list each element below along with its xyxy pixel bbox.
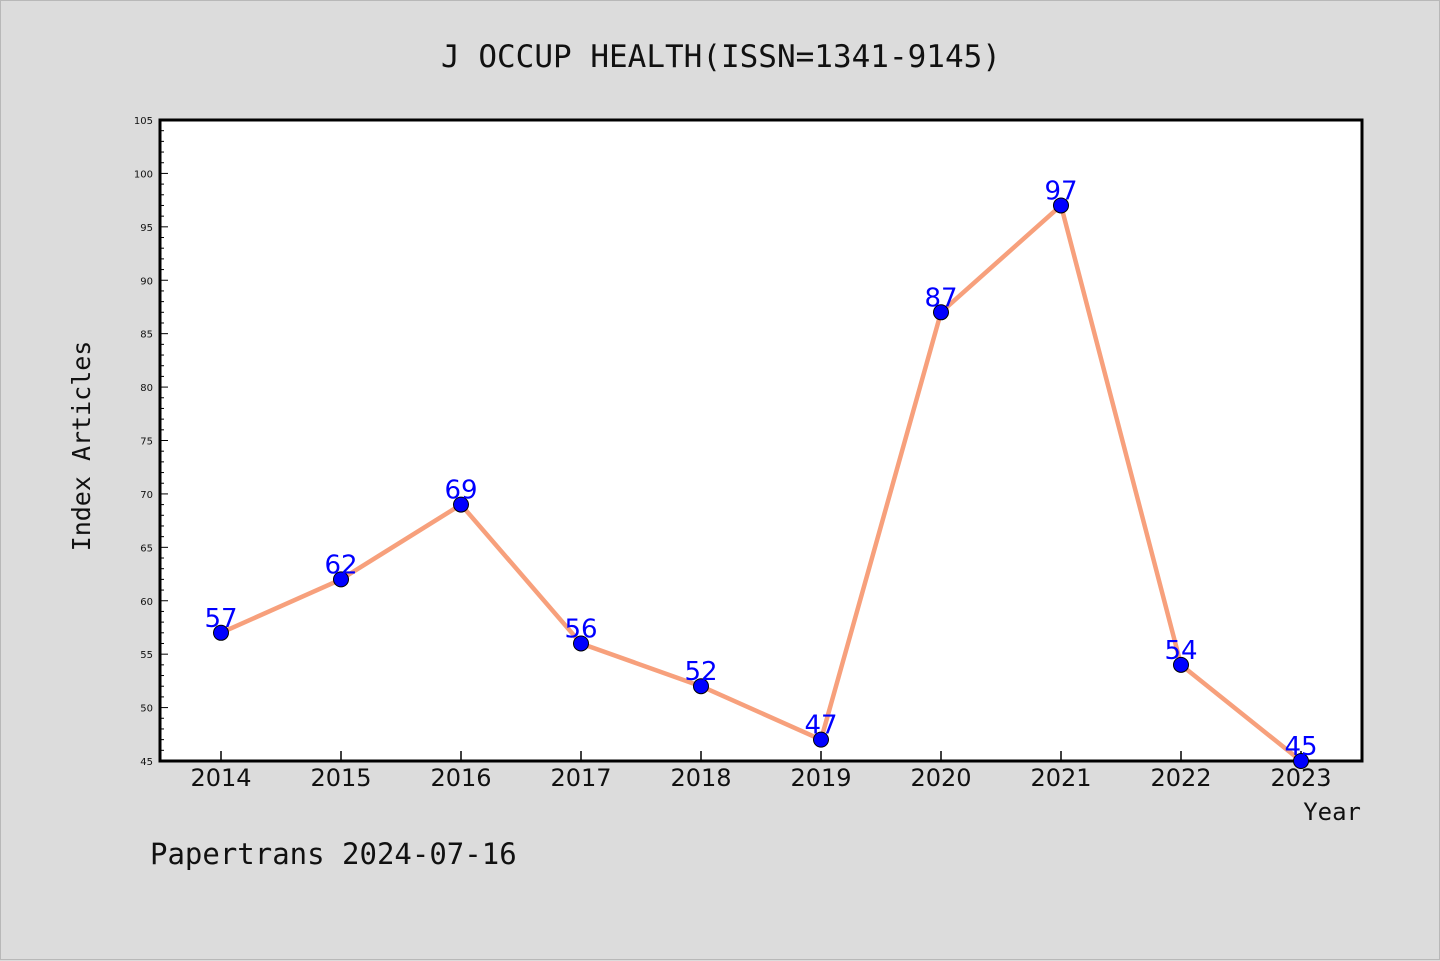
x-tick-label: 2022 [1150,764,1211,792]
x-tick-label: 2020 [910,764,971,792]
data-label: 62 [324,550,357,580]
x-tick-label: 2018 [670,764,731,792]
x-axis: 2014 2015 2016 2017 2018 2019 2020 2021 2022 2023 [190,751,1332,792]
y-tick-label: 90 [140,276,153,287]
footer-credit: Papertrans 2024-07-16 [150,837,517,871]
data-label: 56 [564,614,597,644]
y-tick-label: 95 [140,223,153,234]
y-tick-label: 65 [140,543,153,554]
data-point [1053,197,1069,214]
data-point [933,304,949,321]
data-label: 97 [1044,176,1077,206]
data-points [213,197,1309,769]
x-tick-label: 2019 [790,764,851,792]
y-tick-label: 75 [140,437,153,448]
y-tick-label: 55 [140,650,153,661]
data-label: 54 [1164,636,1197,666]
x-tick-label: 2016 [430,764,491,792]
data-point [1173,656,1189,673]
x-tick-label: 2021 [1030,764,1091,792]
x-tick-label: 2014 [190,764,251,792]
y-axis: 45 50 55 60 65 70 75 80 85 90 95 100 105 [134,116,168,768]
data-point [453,496,469,513]
data-labels: 57 62 69 56 52 47 87 97 54 45 [204,176,1317,762]
data-label: 47 [804,711,837,741]
y-tick-label: 70 [140,490,153,501]
data-point [573,635,589,652]
data-label: 87 [924,283,957,313]
data-point [813,731,829,748]
y-tick-label: 105 [134,116,153,127]
data-label: 52 [684,657,717,687]
plot-area [158,118,1364,763]
series-line-group [220,203,1303,763]
data-point [333,571,349,588]
data-label: 45 [1284,732,1317,762]
y-tick-label: 85 [140,330,153,341]
x-axis-label: Year [1303,798,1361,826]
data-point [693,678,709,695]
data-label: 57 [204,604,237,634]
y-tick-label: 60 [140,597,153,608]
y-tick-label: 45 [140,757,153,768]
data-point [213,624,229,641]
data-label: 69 [444,476,477,506]
x-tick-label: 2015 [310,764,371,792]
y-axis-label: Index Articles [67,341,96,552]
chart-title: J OCCUP HEALTH(ISSN=1341-9145) [441,39,1001,75]
y-tick-label: 100 [134,169,153,180]
data-point [1293,753,1309,769]
y-tick-label: 50 [140,704,153,715]
series-line [220,203,1303,763]
x-tick-label: 2017 [550,764,611,792]
y-tick-label: 80 [140,383,153,394]
